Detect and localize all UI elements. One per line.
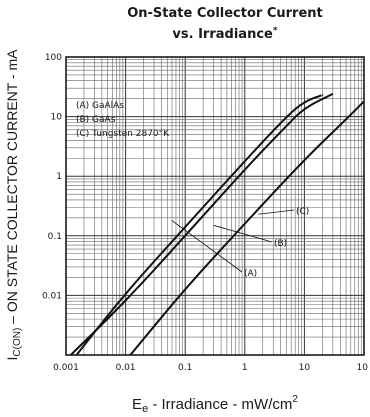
legend: (A) GaAlAs (B) GaAs (C) Tungsten 2870°K <box>76 101 170 139</box>
x-tick-labels: 0.001 0.01 0.1 1 10 10 <box>53 363 368 373</box>
y-axis-label-sub: C(ON) <box>12 328 23 357</box>
grid <box>65 57 364 356</box>
x-tick-label: 0.1 <box>178 363 192 373</box>
x-axis-label-rest: - Irradiance - mW/cm <box>148 396 292 413</box>
y-axis-label: IC(ON) – ON STATE COLLECTOR CURRENT - mA <box>4 49 23 361</box>
series-label-b: (B) <box>274 239 287 249</box>
series-label-leader-b <box>213 224 273 243</box>
chart-title-mark: * <box>273 26 278 36</box>
series-label-leader-a <box>171 220 243 273</box>
series-layer <box>70 93 365 356</box>
legend-entry: (A) GaAlAs <box>76 101 124 111</box>
legend-entry: (C) Tungsten 2870°K <box>76 129 170 139</box>
x-tick-label: 0.01 <box>116 363 136 373</box>
y-axis-label-prefix: I <box>4 357 20 361</box>
x-axis-label-sup: 2 <box>292 394 298 405</box>
x-tick-label: 0.001 <box>53 363 79 373</box>
series-line-a <box>75 94 324 356</box>
chart-title-line1: On-State Collector Current <box>127 6 323 21</box>
chart-title-line2-text: vs. Irradiance <box>172 27 273 42</box>
y-tick-label: 1 <box>56 172 62 182</box>
y-tick-label: 0.01 <box>42 291 62 301</box>
series-label-c: (C) <box>296 207 309 217</box>
series-labels: (A) (B) (C) <box>171 207 309 279</box>
y-tick-label: 0.1 <box>48 232 62 242</box>
series-label-a: (A) <box>244 269 257 279</box>
series-line-b <box>70 93 334 356</box>
chart-title-line2: vs. Irradiance* <box>172 26 277 42</box>
legend-entry: (B) GaAs <box>76 115 116 125</box>
x-tick-label: 10 <box>357 363 369 373</box>
x-axis-label: Ee - Irradiance - mW/cm2 <box>132 394 298 415</box>
y-tick-label: 100 <box>45 53 62 63</box>
x-tick-label: 10 <box>299 363 311 373</box>
x-axis-label-prefix: E <box>132 396 142 413</box>
x-axis-label-sub: e <box>142 403 148 415</box>
x-tick-label: 1 <box>242 363 248 373</box>
series-label-leader-c <box>258 209 295 215</box>
y-axis-label-rest: – ON STATE COLLECTOR CURRENT - mA <box>4 49 20 328</box>
y-tick-labels: 100 10 1 0.1 0.01 <box>42 53 62 301</box>
plot-frame <box>65 56 365 356</box>
series-line-c <box>129 100 365 356</box>
y-tick-label: 10 <box>51 113 63 123</box>
